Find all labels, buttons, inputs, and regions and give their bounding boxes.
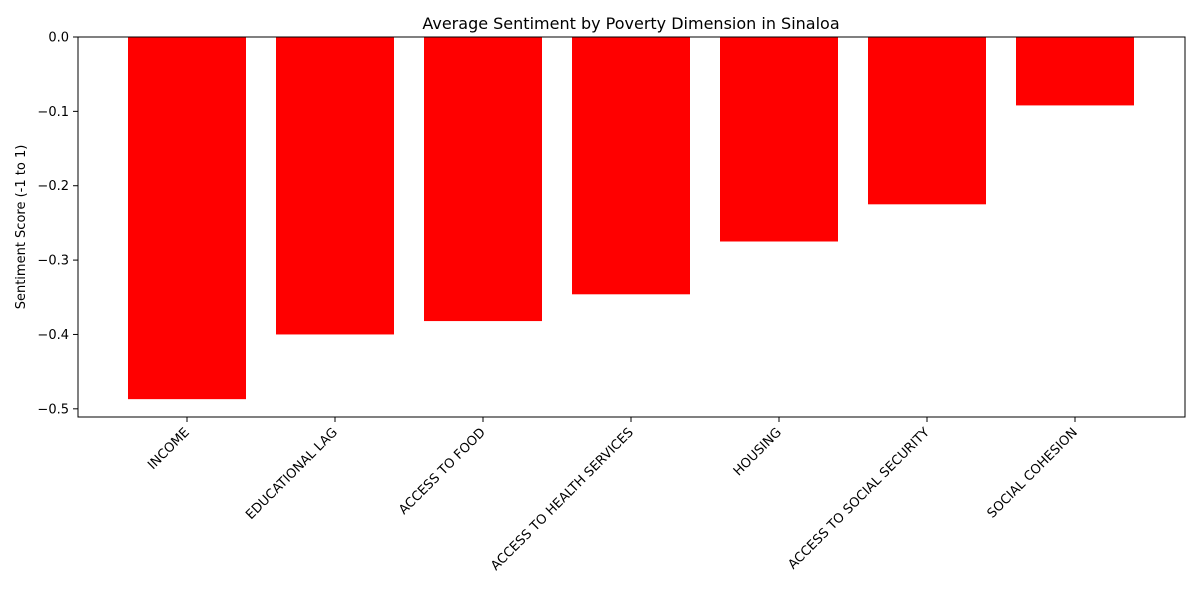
y-tick-label: −0.5 [37, 402, 69, 417]
y-tick-label: 0.0 [48, 31, 69, 46]
x-tick-label: INCOME [145, 425, 193, 473]
y-tick-label: −0.3 [37, 254, 69, 269]
bar [720, 37, 838, 242]
y-tick-label: −0.1 [37, 105, 69, 120]
bar [128, 37, 246, 400]
x-tick-label: ACCESS TO SOCIAL SECURITY [785, 425, 932, 572]
y-tick-label: −0.2 [37, 179, 69, 194]
x-tick-label: HOUSING [731, 425, 785, 479]
x-tick-label: ACCESS TO HEALTH SERVICES [488, 425, 637, 574]
bar [1016, 37, 1134, 106]
bar [424, 37, 542, 322]
bar [276, 37, 394, 335]
bar [868, 37, 986, 205]
chart-title: Average Sentiment by Poverty Dimension i… [422, 14, 839, 33]
x-tick-label: EDUCATIONAL LAG [243, 425, 341, 523]
y-axis-label: Sentiment Score (-1 to 1) [14, 145, 29, 310]
bar [572, 37, 690, 295]
x-tick-label: ACCESS TO FOOD [396, 425, 489, 518]
x-tick-label: SOCIAL COHESION [985, 425, 1081, 521]
y-tick-label: −0.4 [37, 328, 69, 343]
